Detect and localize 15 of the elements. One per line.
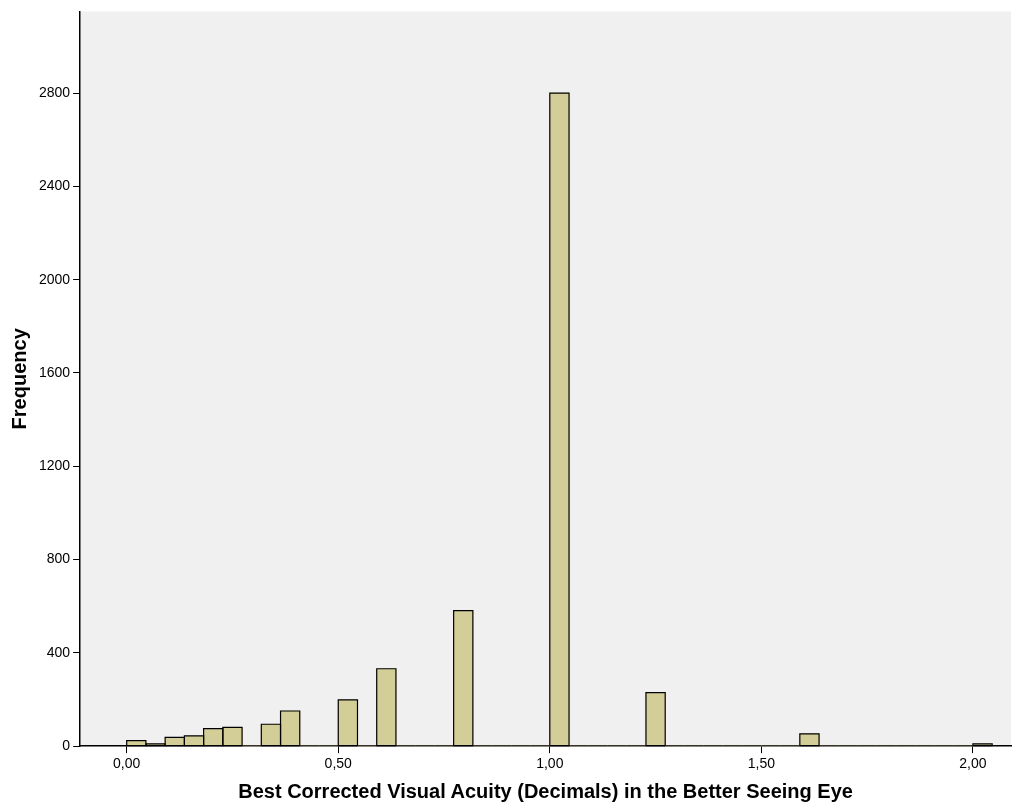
y-tick-label: 400 [46, 643, 71, 660]
y-tick-label: 2400 [38, 177, 71, 194]
y-tick-label: 800 [46, 550, 71, 567]
x-tick-label: 0,50 [324, 755, 353, 772]
x-tick-label: 0,00 [113, 755, 141, 772]
x-tick-label: 1,00 [536, 755, 564, 772]
x-tick-label: 1,50 [747, 755, 776, 772]
y-axis-title: Frequency [7, 327, 30, 430]
y-tick-label: 1200 [38, 457, 71, 474]
y-tick-label: 1600 [38, 363, 71, 380]
y-tick-label: 2800 [38, 83, 71, 100]
x-tick-label: 2,00 [959, 755, 987, 772]
x-axis-title: Best Corrected Visual Acuity (Decimals) in the Better Seeing Eye [238, 779, 853, 802]
y-tick-label: 2000 [38, 270, 71, 287]
y-tick-label: 0 [62, 737, 71, 754]
